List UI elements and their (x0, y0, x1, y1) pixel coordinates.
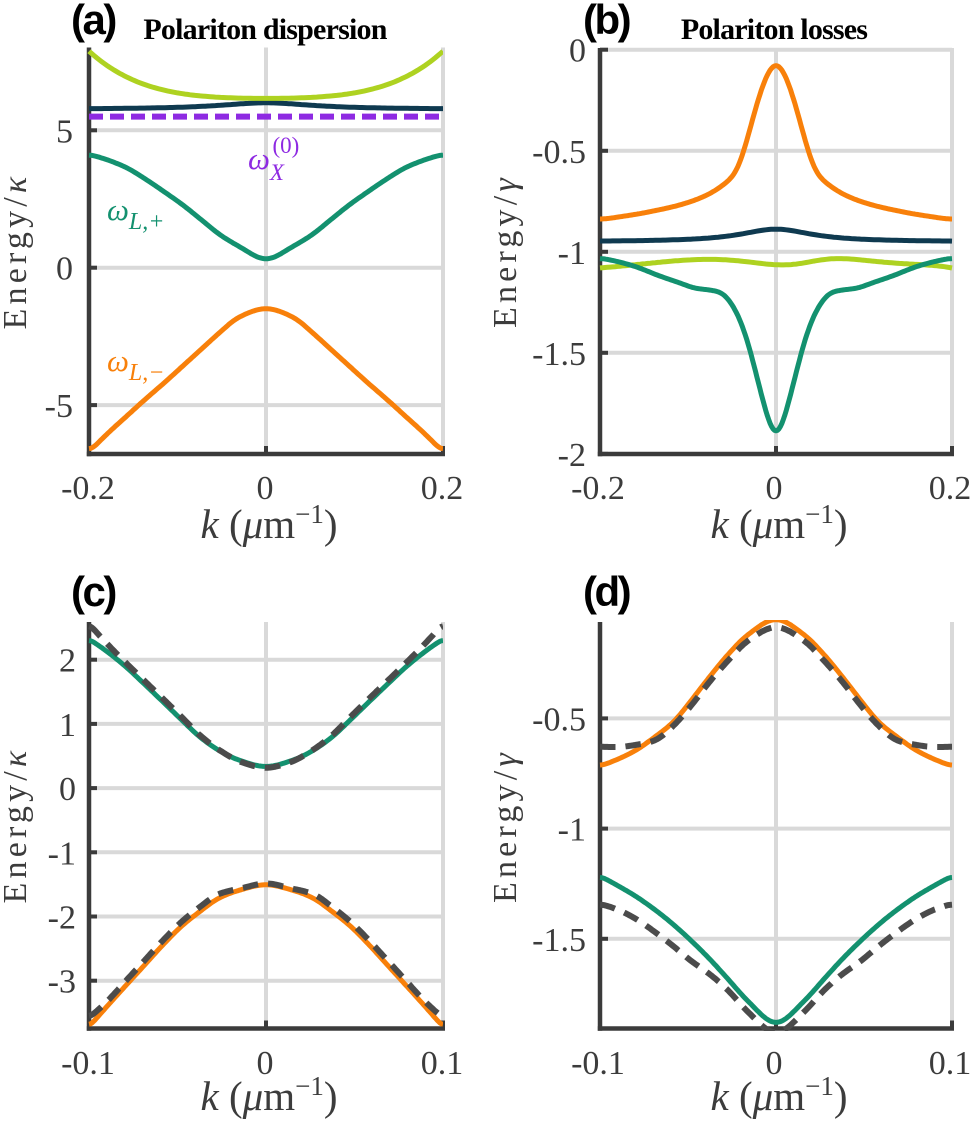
svg-text:-2: -2 (48, 900, 76, 937)
svg-text:Energy/κ: Energy/κ (0, 747, 34, 904)
svg-text:0.1: 0.1 (421, 1045, 464, 1082)
svg-text:-1: -1 (558, 812, 586, 849)
svg-text:0: 0 (56, 251, 73, 288)
svg-text:Polariton losses: Polariton losses (681, 13, 867, 46)
svg-text:-1.5: -1.5 (532, 336, 586, 373)
svg-text:-3: -3 (48, 964, 76, 1001)
svg-text:0: 0 (766, 1045, 783, 1082)
svg-text:0: 0 (257, 1045, 274, 1082)
svg-text:Energy/κ: Energy/κ (0, 173, 34, 330)
svg-text:-2: -2 (558, 437, 586, 474)
svg-text:Energy/γ: Energy/γ (487, 174, 524, 328)
svg-text:-1: -1 (48, 835, 76, 872)
svg-text:(d): (d) (583, 568, 630, 615)
svg-text:-0.1: -0.1 (571, 1045, 625, 1082)
svg-text:0: 0 (569, 33, 586, 70)
svg-text:0: 0 (766, 470, 783, 507)
svg-text:-0.5: -0.5 (532, 701, 586, 738)
svg-text:0: 0 (59, 771, 76, 808)
svg-text:0: 0 (257, 470, 274, 507)
svg-text:Energy/γ: Energy/γ (487, 749, 524, 903)
svg-text:-1: -1 (558, 235, 586, 272)
svg-text:-0.5: -0.5 (532, 134, 586, 171)
svg-text:(a): (a) (71, 0, 115, 43)
svg-text:0.2: 0.2 (929, 470, 972, 507)
svg-text:0.1: 0.1 (929, 1045, 972, 1082)
svg-text:Polariton dispersion: Polariton dispersion (143, 13, 387, 46)
svg-text:(b): (b) (583, 0, 630, 43)
svg-text:-1.5: -1.5 (532, 922, 586, 959)
svg-text:k (μm−1): k (μm−1) (201, 1071, 338, 1119)
svg-text:-5: -5 (45, 388, 73, 425)
svg-text:2: 2 (59, 643, 76, 680)
svg-text:5: 5 (56, 113, 73, 150)
svg-text:1: 1 (59, 707, 76, 744)
svg-text:-0.2: -0.2 (571, 470, 625, 507)
svg-text:0.2: 0.2 (421, 470, 464, 507)
svg-text:-0.1: -0.1 (61, 1045, 115, 1082)
svg-text:(c): (c) (71, 568, 115, 615)
svg-text:-0.2: -0.2 (61, 470, 115, 507)
